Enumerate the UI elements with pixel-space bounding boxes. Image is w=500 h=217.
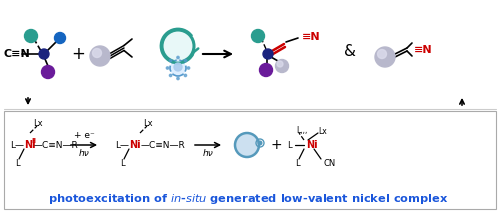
- Text: + e⁻: + e⁻: [74, 132, 94, 140]
- Circle shape: [170, 59, 172, 62]
- Text: Ni: Ni: [170, 38, 186, 52]
- Circle shape: [277, 61, 283, 67]
- Circle shape: [54, 33, 66, 43]
- Circle shape: [263, 49, 273, 59]
- Text: CN: CN: [324, 158, 336, 168]
- Text: R: R: [242, 138, 250, 151]
- Circle shape: [252, 30, 264, 43]
- Text: L—: L—: [10, 140, 24, 150]
- Text: II: II: [31, 138, 36, 144]
- Circle shape: [90, 46, 110, 66]
- Text: C≡N: C≡N: [4, 49, 31, 59]
- Text: ≡N: ≡N: [302, 32, 320, 42]
- Text: &: &: [344, 43, 356, 59]
- Circle shape: [174, 63, 182, 71]
- Text: L—: L—: [115, 140, 129, 150]
- Text: hν: hν: [202, 150, 213, 158]
- Circle shape: [170, 74, 172, 77]
- Circle shape: [184, 59, 186, 62]
- Text: —C≡N—R: —C≡N—R: [34, 140, 79, 150]
- Text: +: +: [71, 45, 85, 63]
- Circle shape: [39, 49, 49, 59]
- Circle shape: [375, 47, 395, 67]
- Text: L,,,: L,,,: [296, 127, 308, 135]
- FancyBboxPatch shape: [4, 111, 496, 209]
- Text: L: L: [120, 158, 124, 168]
- Text: Ni: Ni: [306, 140, 318, 150]
- Circle shape: [260, 64, 272, 77]
- Circle shape: [24, 30, 38, 43]
- Text: Lx: Lx: [318, 127, 327, 135]
- Text: Ni: Ni: [24, 140, 36, 150]
- Circle shape: [166, 67, 168, 69]
- Circle shape: [92, 49, 102, 58]
- Circle shape: [188, 67, 190, 69]
- Text: L: L: [288, 140, 292, 150]
- Text: Lx: Lx: [33, 118, 43, 128]
- Circle shape: [170, 60, 186, 76]
- Circle shape: [276, 59, 288, 72]
- Circle shape: [378, 49, 386, 59]
- Circle shape: [162, 30, 194, 62]
- Circle shape: [258, 141, 262, 145]
- Text: —C≡N—R: —C≡N—R: [141, 140, 186, 150]
- Text: photoexcitation of $\it{in}$-$\it{situ}$ generated low-valent nickel complex: photoexcitation of $\it{in}$-$\it{situ}$…: [48, 192, 448, 206]
- Circle shape: [184, 74, 186, 77]
- Text: ≡N: ≡N: [414, 45, 432, 55]
- Text: L: L: [294, 158, 300, 168]
- Text: Ni: Ni: [129, 140, 140, 150]
- Circle shape: [177, 77, 179, 80]
- Circle shape: [235, 133, 259, 157]
- Text: L: L: [14, 158, 20, 168]
- Text: +: +: [270, 138, 282, 152]
- Circle shape: [42, 66, 54, 79]
- Text: hν: hν: [78, 150, 90, 158]
- Text: Lx: Lx: [143, 118, 153, 128]
- Circle shape: [177, 56, 179, 59]
